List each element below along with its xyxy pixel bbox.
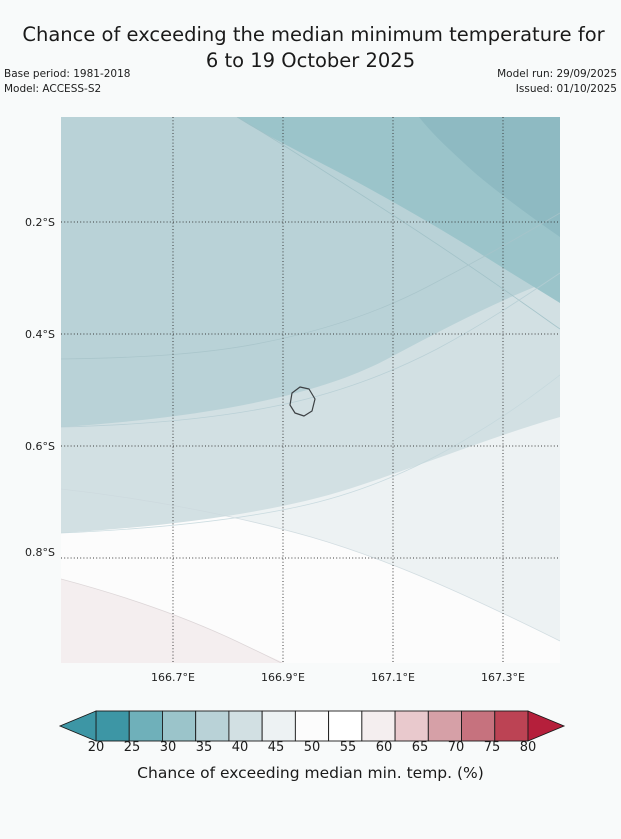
metadata-left: Base period: 1981-2018 Model: ACCESS-S2 bbox=[4, 67, 130, 97]
colorbar-swatch bbox=[461, 710, 496, 742]
colorbar-tick-3: 35 bbox=[195, 740, 213, 755]
colorbar-tick-10: 70 bbox=[447, 740, 465, 755]
model-run-label: Model run: 29/09/2025 bbox=[497, 68, 617, 80]
colorbar-swatch bbox=[294, 710, 330, 742]
colorbar-tick-0: 20 bbox=[87, 740, 105, 755]
map-plot-area[interactable]: © Commonwealth of Australia 2025, Bureau… bbox=[61, 117, 560, 663]
colorbar-extend-min-arrow bbox=[58, 710, 97, 742]
colorbar-tick-9: 65 bbox=[411, 740, 429, 755]
xtick-label-0: 166.7°E bbox=[151, 671, 195, 684]
ytick-label-1: 0.4°S bbox=[25, 328, 55, 341]
colorbar-tick-11: 75 bbox=[483, 740, 501, 755]
colorbar-tick-6: 50 bbox=[303, 740, 321, 755]
title-line-1: Chance of exceeding the median minimum t… bbox=[22, 23, 605, 46]
ytick-label-2: 0.6°S bbox=[25, 440, 55, 453]
colorbar[interactable] bbox=[0, 705, 621, 765]
title-line-2: 6 to 19 October 2025 bbox=[205, 49, 416, 72]
colorbar-swatch bbox=[394, 710, 429, 742]
colorbar-swatch bbox=[162, 710, 197, 742]
colorbar-tick-12: 80 bbox=[519, 740, 537, 755]
colorbar-tick-7: 55 bbox=[339, 740, 357, 755]
colorbar-swatch bbox=[228, 710, 263, 742]
colorbar-tick-5: 45 bbox=[267, 740, 285, 755]
contour-map bbox=[61, 117, 560, 663]
colorbar-swatch bbox=[494, 710, 529, 742]
colorbar-tick-8: 60 bbox=[375, 740, 393, 755]
colorbar-tick-2: 30 bbox=[159, 740, 177, 755]
colorbar-swatches bbox=[58, 710, 566, 742]
xtick-label-3: 167.3°E bbox=[481, 671, 525, 684]
xtick-label-2: 167.1°E bbox=[371, 671, 415, 684]
issued-label: Issued: 01/10/2025 bbox=[515, 83, 617, 95]
island-coastline-path bbox=[289, 386, 316, 417]
colorbar-swatch bbox=[328, 710, 363, 742]
colorbar-swatch bbox=[361, 710, 396, 742]
colorbar-swatch bbox=[427, 710, 462, 742]
ytick-label-3: 0.8°S bbox=[25, 546, 55, 559]
colorbar-extend-max-arrow bbox=[527, 710, 566, 742]
colorbar-swatch bbox=[195, 710, 230, 742]
model-label: Model: ACCESS-S2 bbox=[4, 83, 102, 95]
base-period-label: Base period: 1981-2018 bbox=[4, 68, 131, 80]
xtick-label-1: 166.9°E bbox=[261, 671, 305, 684]
colorbar-tick-4: 40 bbox=[231, 740, 249, 755]
page-title: Chance of exceeding the median minimum t… bbox=[0, 22, 621, 74]
colorbar-swatch bbox=[128, 710, 163, 742]
metadata-right: Model run: 29/09/2025 Issued: 01/10/2025 bbox=[497, 67, 617, 97]
colorbar-swatch bbox=[95, 710, 130, 742]
ytick-label-0: 0.2°S bbox=[25, 216, 55, 229]
colorbar-title: Chance of exceeding median min. temp. (%… bbox=[137, 764, 484, 782]
colorbar-swatch bbox=[261, 710, 296, 742]
colorbar-tick-1: 25 bbox=[123, 740, 141, 755]
